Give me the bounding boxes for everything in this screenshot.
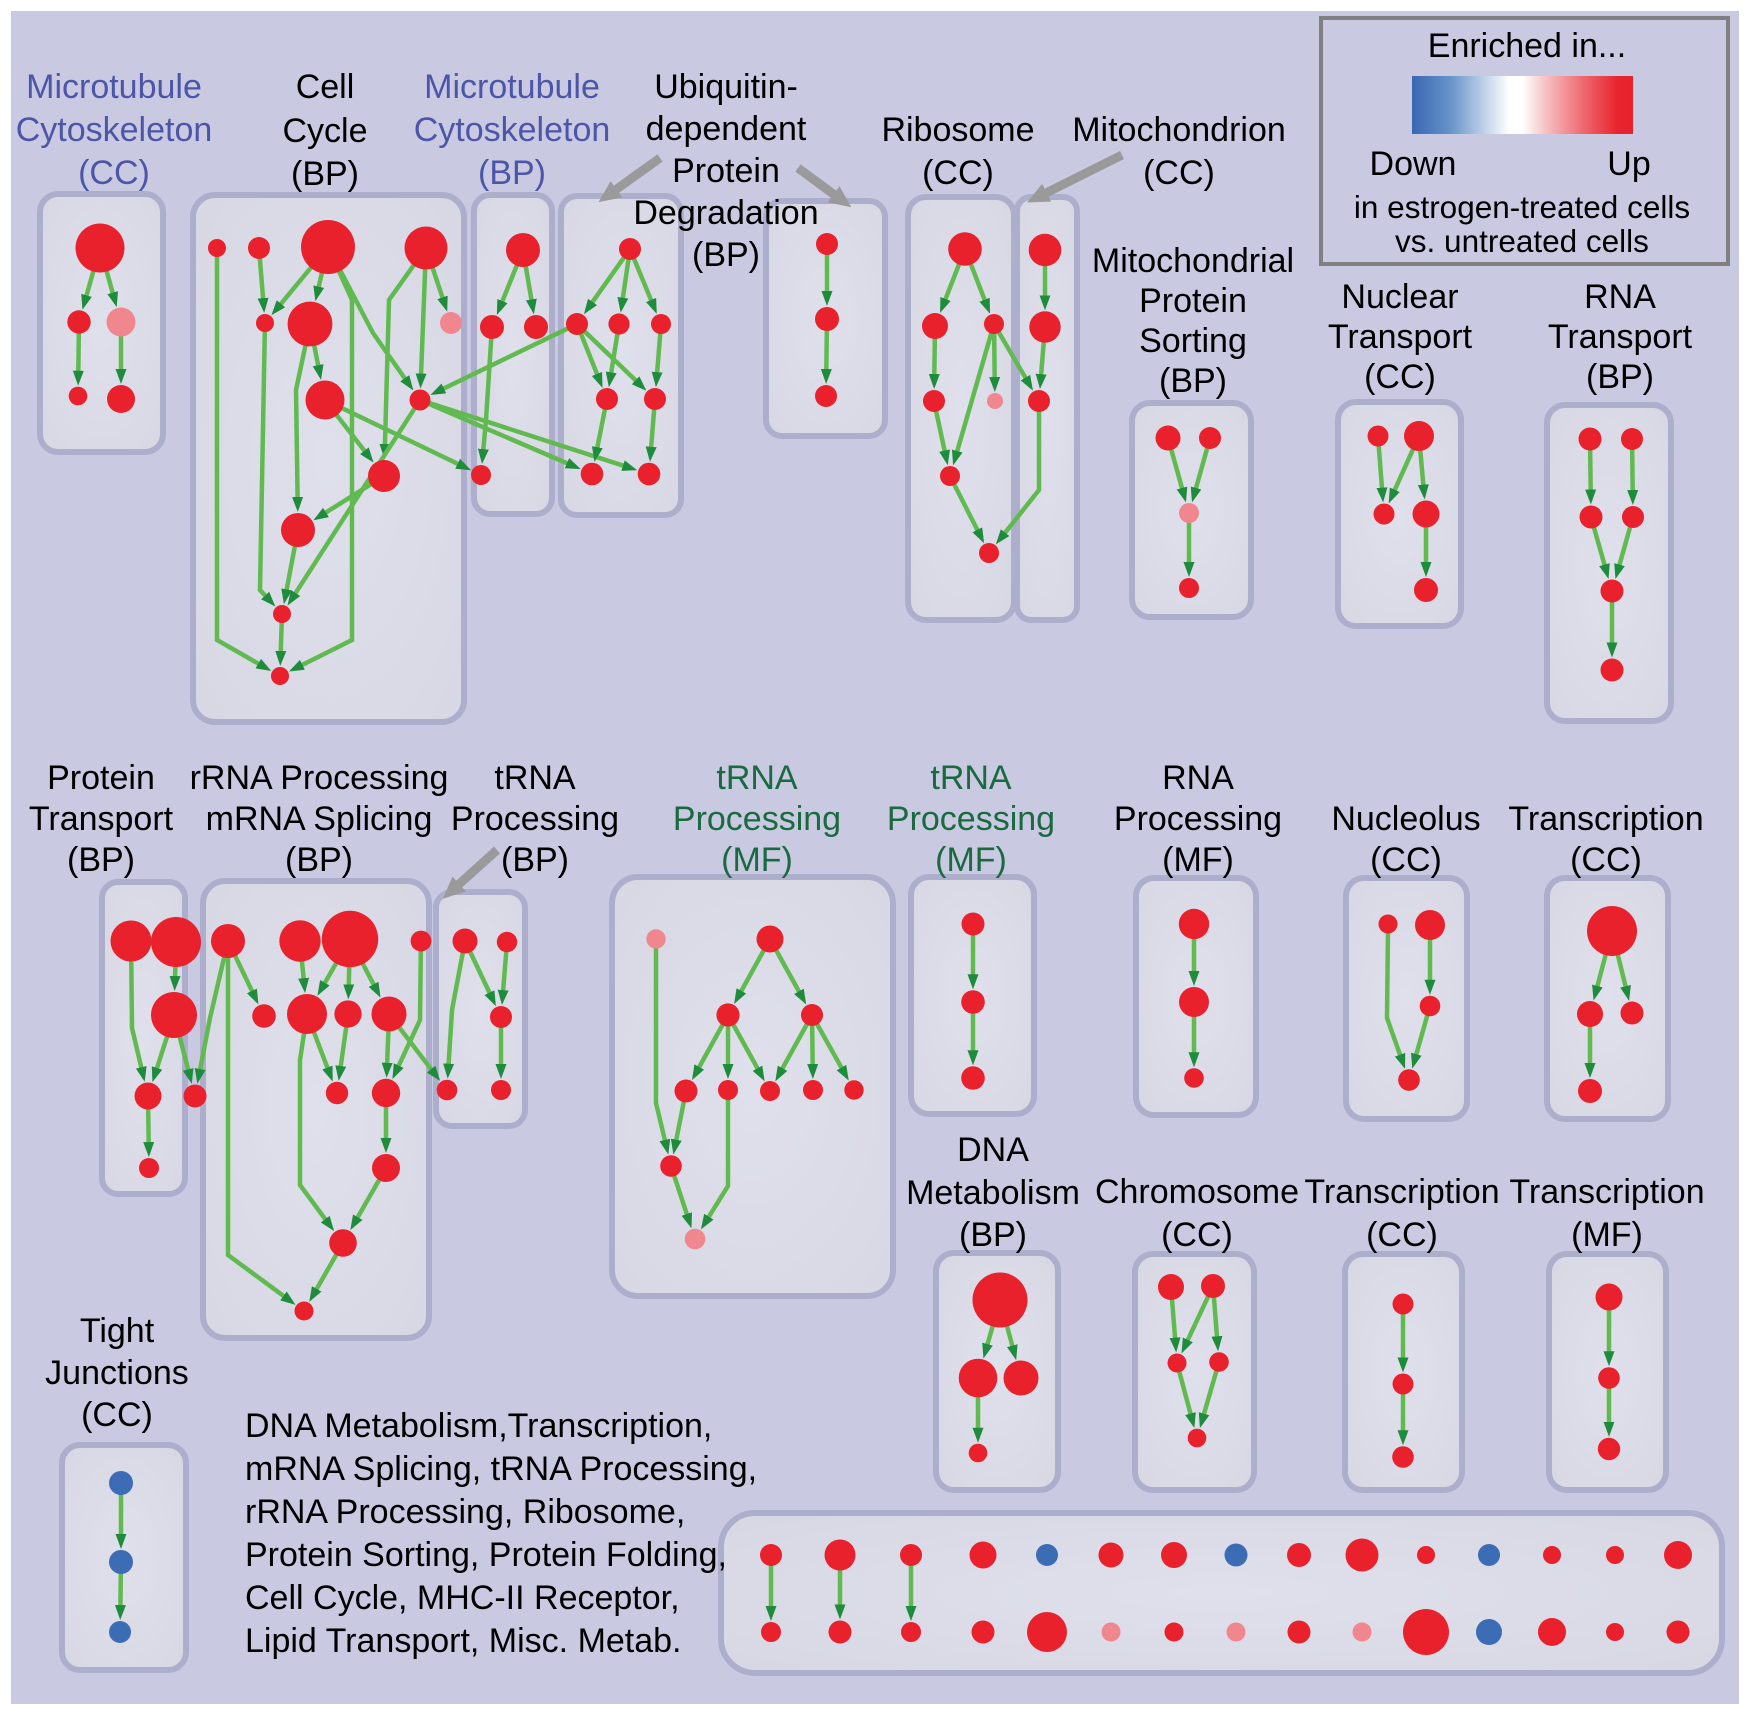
svg-text:(CC): (CC): [78, 154, 150, 192]
svg-text:Processing: Processing: [887, 800, 1055, 838]
svg-text:tRNA: tRNA: [716, 759, 798, 797]
svg-text:(BP): (BP): [1159, 362, 1227, 400]
svg-text:Protein: Protein: [672, 152, 780, 190]
svg-text:RNA: RNA: [1162, 759, 1234, 797]
svg-text:(BP): (BP): [692, 236, 760, 274]
svg-text:Lipid Transport, Misc. Metab.: Lipid Transport, Misc. Metab.: [245, 1622, 682, 1660]
svg-text:(MF): (MF): [1571, 1216, 1643, 1254]
svg-text:Down: Down: [1370, 145, 1457, 183]
svg-text:Cell Cycle, MHC-II Receptor,: Cell Cycle, MHC-II Receptor,: [245, 1579, 680, 1617]
svg-text:Protein: Protein: [1139, 282, 1247, 320]
svg-text:Protein Sorting, Protein Foldi: Protein Sorting, Protein Folding,: [245, 1536, 727, 1574]
svg-text:(CC): (CC): [1570, 841, 1642, 879]
svg-text:(MF): (MF): [935, 841, 1007, 879]
svg-text:Processing: Processing: [1114, 800, 1282, 838]
svg-text:Processing: Processing: [673, 800, 841, 838]
svg-text:Processing: Processing: [451, 800, 619, 838]
svg-text:Ribosome: Ribosome: [881, 111, 1034, 149]
svg-text:Protein: Protein: [47, 759, 155, 797]
svg-text:(BP): (BP): [67, 841, 135, 879]
svg-text:Transport: Transport: [1328, 318, 1473, 356]
svg-text:Cycle: Cycle: [282, 112, 367, 150]
svg-text:(BP): (BP): [285, 841, 353, 879]
svg-text:(MF): (MF): [721, 841, 793, 879]
svg-text:Transport: Transport: [1548, 318, 1693, 356]
svg-text:(CC): (CC): [81, 1396, 153, 1434]
svg-text:Nucleolus: Nucleolus: [1331, 800, 1480, 838]
svg-text:(CC): (CC): [1143, 154, 1215, 192]
svg-text:Tight: Tight: [80, 1312, 155, 1350]
svg-text:(CC): (CC): [1370, 841, 1442, 879]
svg-text:DNA: DNA: [957, 1131, 1029, 1169]
svg-text:Transport: Transport: [29, 800, 174, 838]
svg-text:Nuclear: Nuclear: [1341, 278, 1458, 316]
svg-text:vs. untreated cells: vs. untreated cells: [1395, 223, 1649, 259]
svg-text:(BP): (BP): [478, 154, 546, 192]
svg-text:Mitochondrial: Mitochondrial: [1092, 242, 1294, 280]
svg-text:Transcription: Transcription: [1508, 800, 1703, 838]
svg-text:in estrogen-treated cells: in estrogen-treated cells: [1354, 189, 1690, 225]
svg-text:Junctions: Junctions: [45, 1354, 189, 1392]
svg-text:tRNA: tRNA: [930, 759, 1012, 797]
svg-text:(BP): (BP): [291, 155, 359, 193]
svg-text:rRNA Processing: rRNA Processing: [190, 759, 449, 797]
svg-text:(CC): (CC): [1161, 1216, 1233, 1254]
svg-text:Chromosome: Chromosome: [1095, 1173, 1299, 1211]
svg-text:Transcription: Transcription: [1509, 1173, 1704, 1211]
svg-text:Mitochondrion: Mitochondrion: [1072, 111, 1286, 149]
svg-text:Cytoskeleton: Cytoskeleton: [16, 111, 213, 149]
svg-text:DNA Metabolism,Transcription,: DNA Metabolism,Transcription,: [245, 1407, 712, 1445]
svg-text:(BP): (BP): [959, 1216, 1027, 1254]
svg-text:Metabolism: Metabolism: [906, 1174, 1080, 1212]
svg-text:(MF): (MF): [1162, 841, 1234, 879]
svg-text:Cell: Cell: [296, 68, 355, 106]
svg-text:mRNA Splicing, tRNA Processing: mRNA Splicing, tRNA Processing,: [245, 1450, 757, 1488]
svg-text:Degradation: Degradation: [633, 194, 818, 232]
svg-text:rRNA Processing, Ribosome,: rRNA Processing, Ribosome,: [245, 1493, 685, 1531]
svg-text:Up: Up: [1607, 145, 1650, 183]
svg-text:Microtubule: Microtubule: [424, 68, 600, 106]
svg-text:mRNA Splicing: mRNA Splicing: [206, 800, 433, 838]
svg-text:dependent: dependent: [646, 110, 807, 148]
svg-text:(CC): (CC): [922, 154, 994, 192]
svg-text:(CC): (CC): [1364, 358, 1436, 396]
svg-text:Ubiquitin-: Ubiquitin-: [654, 68, 798, 106]
svg-text:Microtubule: Microtubule: [26, 68, 202, 106]
svg-text:Cytoskeleton: Cytoskeleton: [414, 111, 611, 149]
svg-text:RNA: RNA: [1584, 278, 1656, 316]
svg-text:(BP): (BP): [501, 841, 569, 879]
svg-text:Enriched in...: Enriched in...: [1428, 27, 1626, 65]
svg-text:tRNA: tRNA: [494, 759, 576, 797]
svg-text:(BP): (BP): [1586, 358, 1654, 396]
svg-text:Transcription: Transcription: [1304, 1173, 1499, 1211]
svg-text:(CC): (CC): [1366, 1216, 1438, 1254]
svg-text:Sorting: Sorting: [1139, 322, 1247, 360]
